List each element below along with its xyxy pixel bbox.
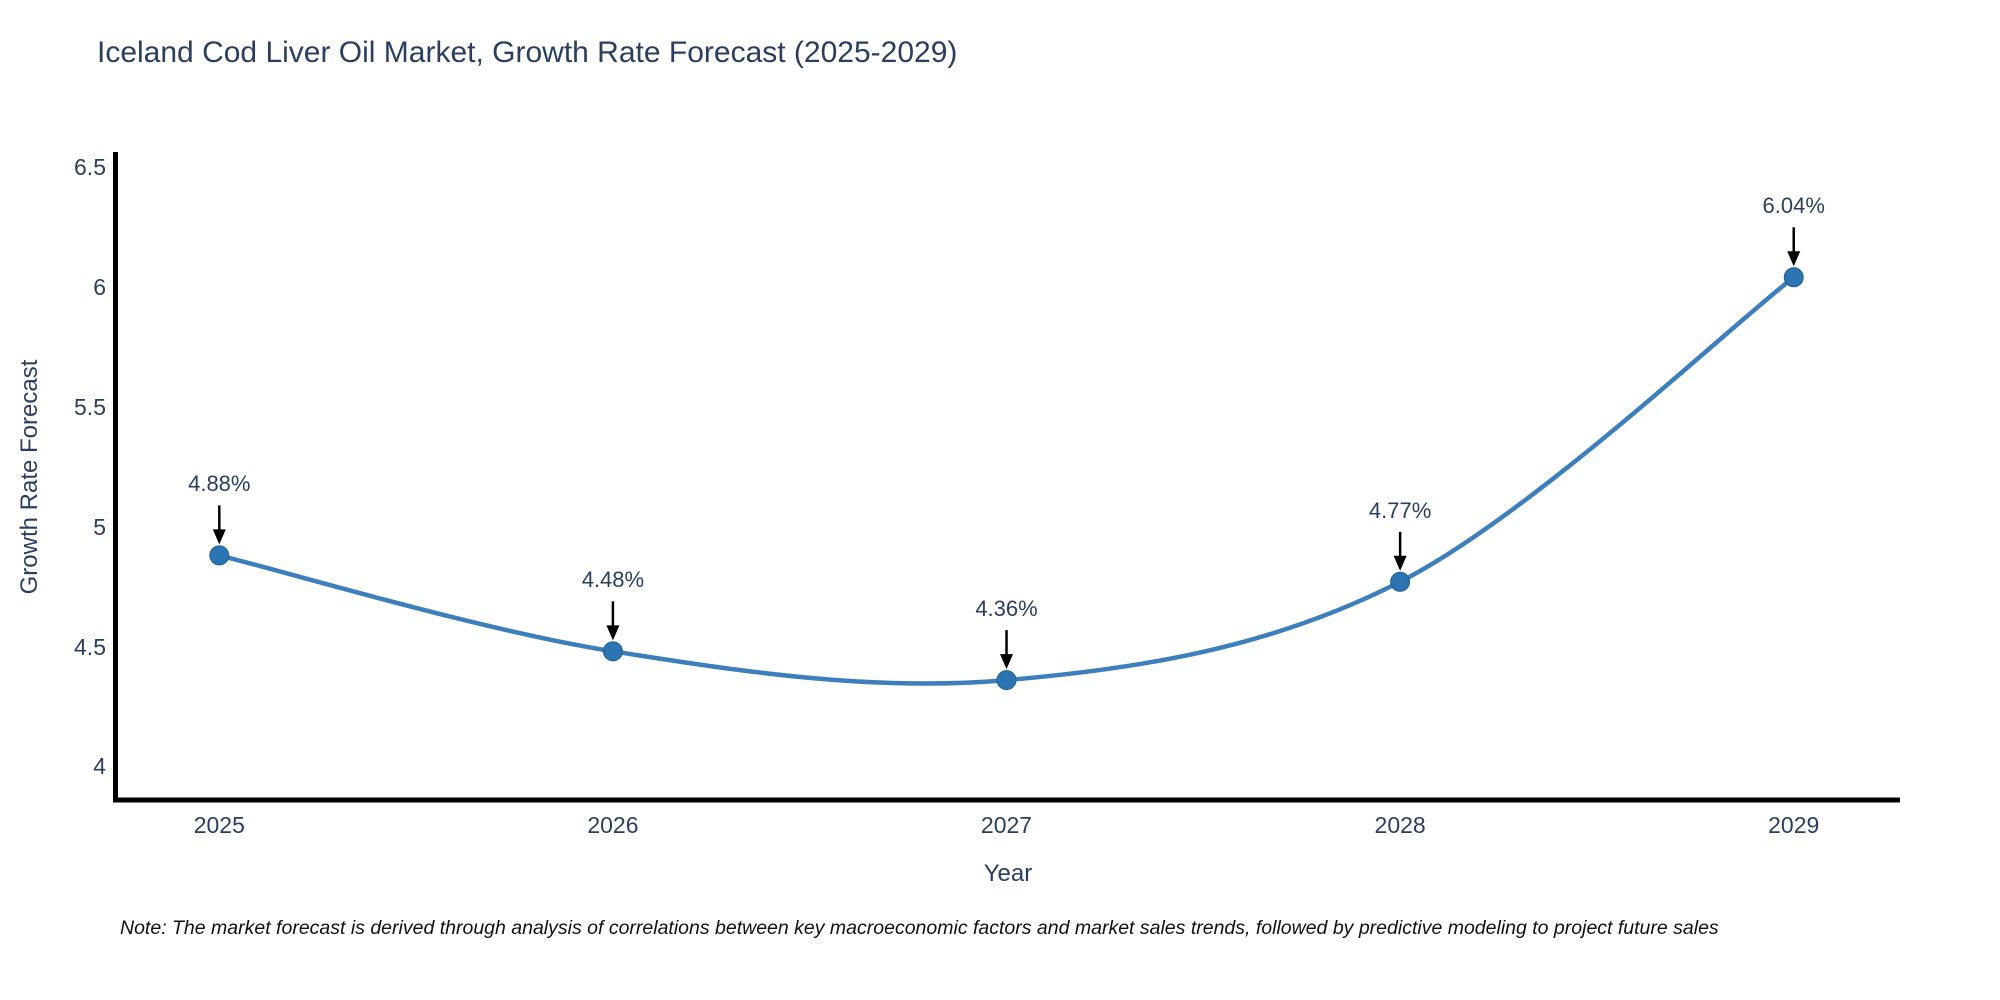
data-point-marker [996,670,1017,691]
y-tick-label: 6 [93,273,106,300]
x-tick-label: 2028 [1374,812,1426,838]
data-point-label: 4.88% [188,471,251,497]
data-point-label: 6.04% [1762,193,1825,219]
y-tick-label: 5 [93,513,106,540]
y-tick-label: 4.5 [74,633,106,660]
data-point-marker [1783,267,1804,288]
annotation-arrowhead [1000,654,1014,670]
x-axis-title: Year [983,860,1033,887]
x-tick-label: 2025 [193,812,245,838]
annotation-arrowhead [212,529,226,545]
trend-line [217,275,1796,686]
chart-title: Iceland Cod Liver Oil Market, Growth Rat… [97,36,958,69]
annotation-arrowhead [1787,251,1801,267]
annotation-arrowhead [1393,555,1407,571]
y-tick-label: 6.5 [74,153,106,180]
data-point-marker [602,641,623,662]
y-tick-label: 4 [93,753,106,780]
y-tick-label: 5.5 [74,393,106,420]
data-point-marker [209,545,230,566]
y-axis-title: Growth Rate Forecast [16,359,43,595]
data-point-label: 4.48% [581,567,645,593]
x-tick-label: 2027 [980,812,1033,838]
x-tick-label: 2026 [587,812,639,838]
annotation-arrowhead [606,625,620,641]
x-tick-label: 2029 [1768,812,1820,838]
footnote-text: Note: The market forecast is derived thr… [120,917,1719,939]
data-point-label: 4.77% [1368,497,1432,523]
data-point-label: 4.36% [975,596,1038,622]
data-point-marker [1390,571,1411,592]
